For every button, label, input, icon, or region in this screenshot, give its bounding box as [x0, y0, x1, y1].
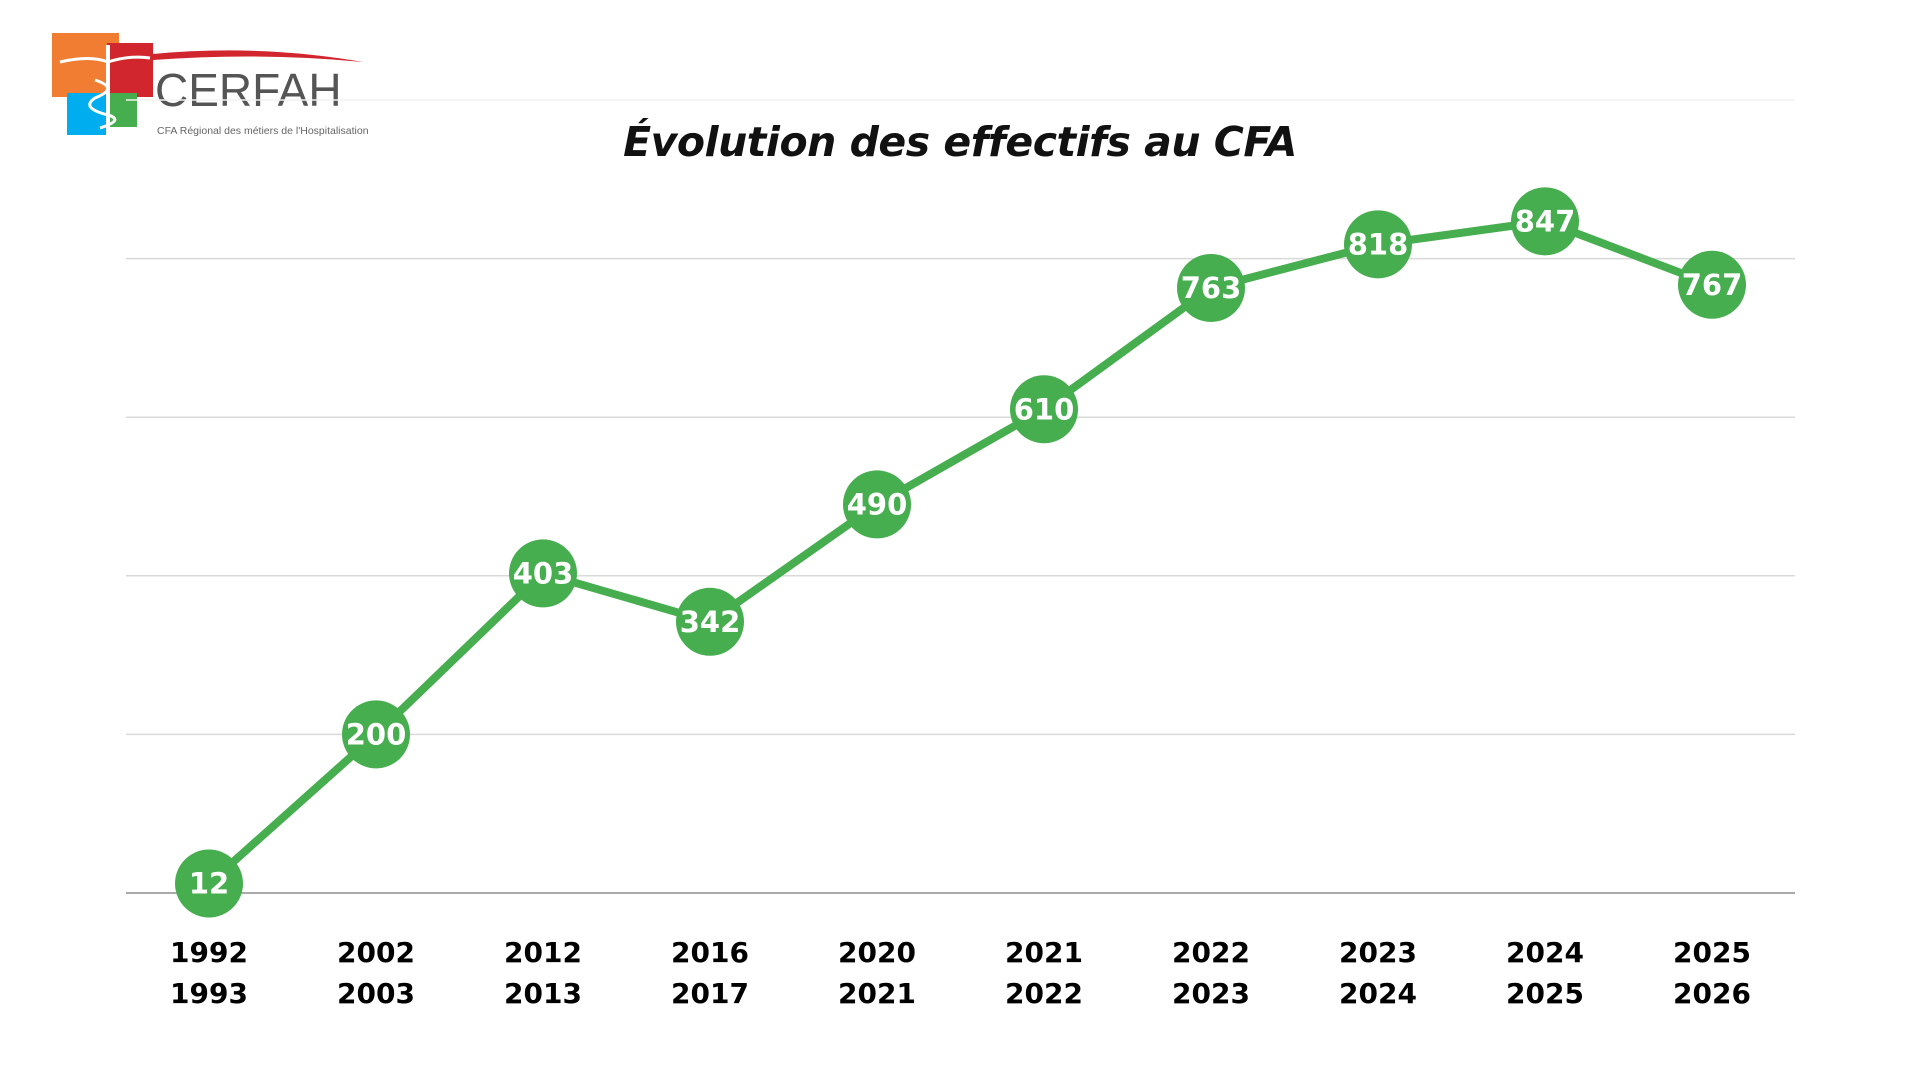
x-tick-label: 2020 [838, 936, 916, 969]
data-label: 200 [346, 717, 407, 751]
data-point [1177, 253, 1245, 322]
data-point [1511, 187, 1579, 256]
x-tick-label: 2002 [337, 936, 415, 969]
x-tick-label: 2013 [504, 977, 582, 1010]
x-tick-label: 2023 [1339, 936, 1417, 969]
data-point [175, 849, 243, 918]
data-label: 818 [1348, 227, 1409, 261]
data-label: 490 [847, 487, 908, 521]
x-tick-label: 2017 [671, 977, 749, 1010]
data-point [509, 539, 577, 608]
x-tick-label: 2023 [1172, 977, 1250, 1010]
x-tick-label: 2021 [1005, 936, 1083, 969]
data-point [342, 700, 410, 769]
data-point [676, 587, 744, 656]
data-point [1344, 210, 1412, 279]
x-tick-label: 2022 [1005, 977, 1083, 1010]
x-tick-label: 2003 [337, 977, 415, 1010]
data-label: 12 [189, 866, 229, 900]
x-tick-label: 2024 [1339, 977, 1417, 1010]
data-label: 403 [513, 556, 574, 590]
x-tick-label: 2025 [1673, 936, 1751, 969]
data-point [1678, 250, 1746, 319]
data-label: 342 [680, 605, 741, 639]
data-label: 767 [1682, 268, 1743, 302]
x-tick-label: 2025 [1506, 977, 1584, 1010]
cerfah-logo: CERFAH CFA Régional des métiers de l'Hos… [52, 33, 369, 137]
data-point [843, 470, 911, 539]
x-tick-label: 2012 [504, 936, 582, 969]
x-tick-label: 2022 [1172, 936, 1250, 969]
series-line [206, 217, 1714, 887]
chart-title: Évolution des effectifs au CFA [623, 118, 1297, 166]
data-label: 763 [1181, 271, 1242, 305]
x-tick-label: 2021 [838, 977, 916, 1010]
logo-tagline: CFA Régional des métiers de l'Hospitalis… [157, 125, 369, 137]
x-tick-label: 1992 [170, 936, 248, 969]
data-point [1010, 375, 1078, 444]
x-tick-label: 2026 [1673, 977, 1751, 1010]
x-tick-label: 2016 [671, 936, 749, 969]
logo-wordmark: CERFAH [155, 64, 342, 116]
data-label: 610 [1014, 392, 1075, 426]
x-tick-label: 2024 [1506, 936, 1584, 969]
data-label: 847 [1515, 204, 1576, 238]
x-tick-label: 1993 [170, 977, 248, 1010]
